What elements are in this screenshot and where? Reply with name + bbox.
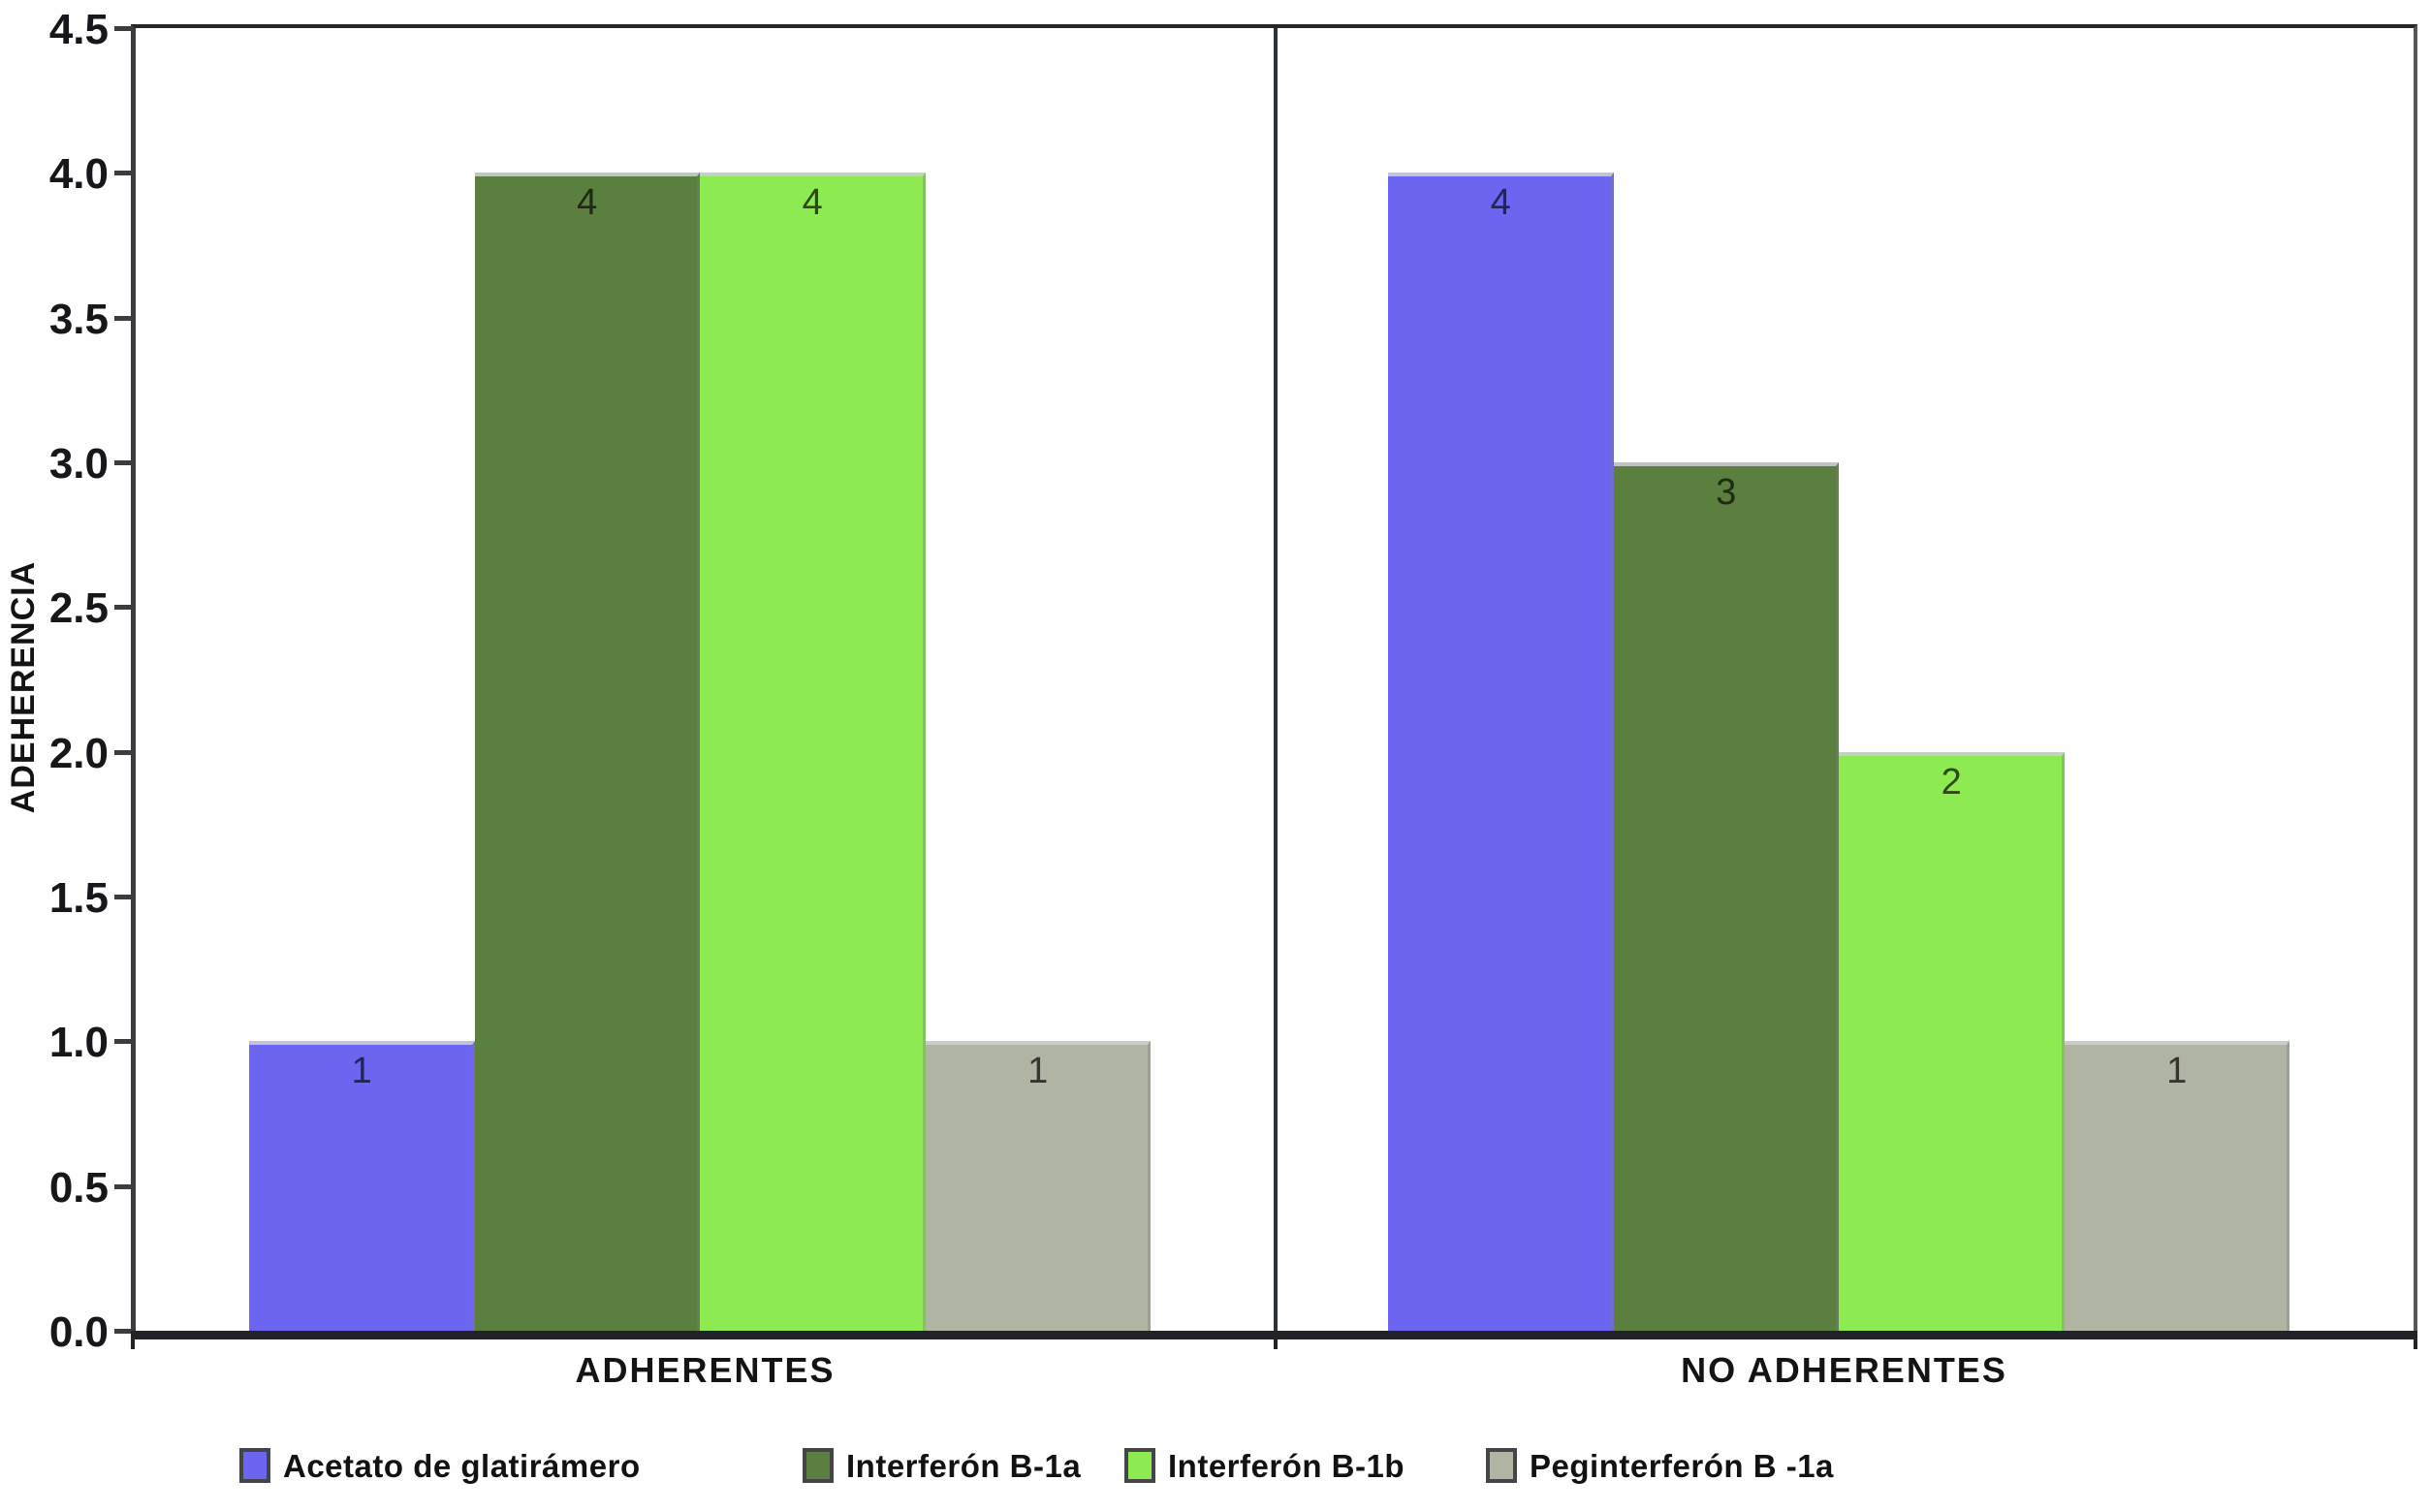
y-tick-mark <box>114 315 133 321</box>
bar <box>474 173 700 1331</box>
legend-item: Peginterferón B -1a <box>1486 1448 1834 1483</box>
y-tick-mark <box>114 895 133 899</box>
bar <box>249 1041 475 1331</box>
legend-item: Acetato de glatirámero <box>239 1448 641 1483</box>
legend-label: Acetato de glatirámero <box>283 1447 641 1484</box>
legend: Acetato de glatirámero Interferón B-1a Int… <box>0 1448 2431 1502</box>
y-tick-mark <box>114 605 133 611</box>
bar <box>1388 173 1614 1331</box>
y-tick-mark <box>114 26 133 31</box>
legend-swatch-icon <box>1124 1448 1155 1483</box>
legend-swatch-icon <box>1486 1448 1517 1483</box>
bar-value-label: 4 <box>802 182 823 224</box>
y-tick-mark <box>114 171 133 176</box>
legend-swatch-icon <box>803 1448 834 1483</box>
bar-value-label: 4 <box>1490 182 1511 224</box>
bar <box>1613 462 1839 1331</box>
bar-value-label: 1 <box>1027 1051 1049 1092</box>
y-tick-mark <box>114 1183 133 1189</box>
legend-label: Interferón B-1b <box>1168 1447 1405 1484</box>
category-label: NO ADHERENTES <box>1681 1350 2007 1390</box>
y-tick-label: 0.0 <box>48 1308 109 1356</box>
y-tick-label: 4.0 <box>48 150 109 199</box>
bar <box>2064 1041 2289 1331</box>
legend-item: Interferón B-1a <box>803 1448 1081 1483</box>
y-tick-mark <box>114 1329 133 1334</box>
bar <box>1839 751 2065 1331</box>
y-tick-label: 0.5 <box>48 1163 109 1212</box>
bar <box>925 1041 1151 1331</box>
legend-swatch-icon <box>239 1448 270 1483</box>
y-tick-label: 3.0 <box>48 440 109 488</box>
panel-divider <box>1274 28 1278 1331</box>
bar-value-label: 2 <box>1941 761 1962 803</box>
x-axis-tick <box>131 1331 135 1349</box>
x-axis-tick <box>2414 1331 2417 1349</box>
legend-item: Interferón B-1b <box>1124 1448 1405 1483</box>
y-tick-label: 4.5 <box>48 6 109 53</box>
y-tick-label: 3.5 <box>48 295 109 343</box>
bar-value-label: 4 <box>577 182 598 224</box>
y-tick-label: 1.5 <box>48 874 109 922</box>
bar-value-label: 3 <box>1716 472 1737 513</box>
plot-area: 1 4 4 1 4 3 2 1 <box>131 24 2417 1339</box>
y-tick-label: 1.0 <box>48 1019 109 1067</box>
legend-label: Peginterferón B -1a <box>1530 1447 1834 1484</box>
category-label: ADHERENTES <box>575 1350 836 1390</box>
bar-value-label: 1 <box>2166 1051 2188 1092</box>
y-tick-label: 2.0 <box>48 729 109 777</box>
y-tick-label: 2.5 <box>48 584 109 633</box>
bar <box>700 173 926 1331</box>
x-axis-tick <box>1274 1331 1278 1349</box>
y-tick-mark <box>114 749 133 755</box>
y-tick-mark <box>114 1039 133 1045</box>
y-tick-mark <box>114 460 133 465</box>
bar-value-label: 1 <box>351 1051 372 1092</box>
legend-label: Interferón B-1a <box>846 1447 1082 1484</box>
